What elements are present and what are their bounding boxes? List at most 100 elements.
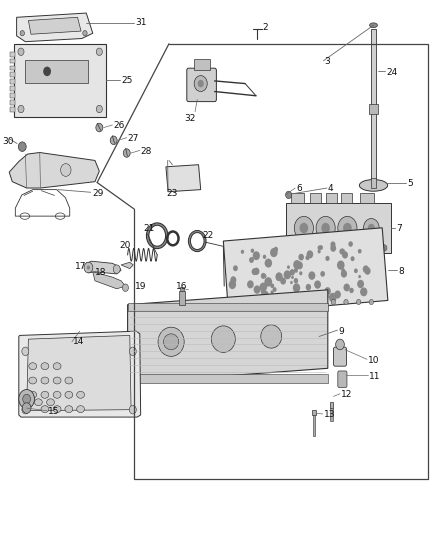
Polygon shape: [86, 261, 121, 274]
Text: 30: 30: [2, 138, 13, 147]
Circle shape: [18, 142, 26, 151]
Bar: [180, 287, 184, 292]
Bar: [10, 66, 15, 70]
Circle shape: [357, 280, 364, 288]
Polygon shape: [9, 152, 99, 188]
Polygon shape: [28, 17, 81, 34]
Ellipse shape: [41, 377, 49, 384]
Circle shape: [319, 245, 323, 250]
Text: 23: 23: [167, 189, 178, 198]
Circle shape: [330, 241, 336, 247]
Circle shape: [364, 267, 371, 275]
Circle shape: [290, 269, 295, 276]
Circle shape: [253, 251, 260, 260]
Ellipse shape: [163, 334, 179, 350]
Bar: [180, 292, 185, 305]
Bar: [10, 79, 15, 84]
Circle shape: [294, 216, 314, 240]
Circle shape: [308, 271, 315, 280]
Circle shape: [330, 245, 336, 252]
Circle shape: [230, 276, 237, 284]
Circle shape: [271, 290, 274, 294]
Circle shape: [293, 284, 300, 293]
Circle shape: [19, 390, 35, 409]
Circle shape: [306, 300, 310, 305]
Circle shape: [343, 223, 352, 233]
Circle shape: [358, 249, 362, 254]
Circle shape: [369, 300, 374, 305]
Circle shape: [290, 281, 293, 284]
Circle shape: [280, 300, 285, 305]
Text: 11: 11: [369, 372, 380, 381]
Bar: [10, 100, 15, 105]
Circle shape: [18, 48, 24, 55]
Polygon shape: [19, 331, 141, 417]
Bar: [313, 415, 315, 436]
Bar: [371, 29, 376, 188]
Circle shape: [329, 293, 337, 302]
Circle shape: [87, 265, 90, 270]
Text: 7: 7: [396, 223, 402, 232]
Circle shape: [18, 106, 24, 113]
Circle shape: [337, 261, 345, 270]
Circle shape: [318, 245, 321, 250]
Ellipse shape: [41, 391, 49, 398]
Circle shape: [247, 280, 254, 288]
Circle shape: [331, 300, 336, 305]
Circle shape: [334, 290, 341, 298]
Circle shape: [129, 406, 136, 414]
Ellipse shape: [65, 406, 73, 413]
Text: 26: 26: [113, 122, 125, 131]
Circle shape: [251, 248, 254, 253]
Bar: [127, 374, 328, 383]
Bar: [25, 60, 88, 83]
Bar: [311, 193, 321, 203]
Text: 4: 4: [328, 183, 333, 192]
Bar: [14, 44, 106, 117]
Circle shape: [43, 67, 51, 76]
Circle shape: [336, 339, 344, 350]
Circle shape: [265, 296, 269, 302]
Circle shape: [122, 284, 128, 292]
Circle shape: [265, 259, 272, 268]
Circle shape: [298, 254, 304, 261]
Circle shape: [255, 300, 260, 305]
Text: 29: 29: [92, 189, 103, 198]
Circle shape: [270, 248, 278, 257]
Circle shape: [287, 265, 290, 269]
Circle shape: [84, 262, 93, 273]
Text: 10: 10: [368, 356, 379, 365]
Circle shape: [284, 270, 291, 279]
Circle shape: [344, 300, 348, 305]
Text: 24: 24: [386, 68, 397, 77]
Circle shape: [254, 268, 259, 275]
Circle shape: [249, 257, 254, 263]
Polygon shape: [223, 228, 388, 314]
Circle shape: [251, 268, 257, 275]
Bar: [325, 193, 336, 203]
Circle shape: [305, 255, 310, 260]
Circle shape: [265, 277, 272, 287]
Ellipse shape: [261, 325, 282, 348]
Circle shape: [364, 219, 379, 238]
Circle shape: [241, 250, 244, 254]
Text: 2: 2: [262, 23, 268, 33]
Ellipse shape: [77, 391, 85, 398]
Circle shape: [293, 300, 297, 305]
Text: 25: 25: [121, 76, 132, 85]
Ellipse shape: [29, 363, 37, 369]
Circle shape: [263, 255, 266, 259]
Ellipse shape: [77, 406, 85, 413]
Circle shape: [229, 280, 236, 289]
Text: 27: 27: [127, 134, 139, 143]
Circle shape: [293, 278, 298, 284]
Circle shape: [302, 292, 308, 299]
Polygon shape: [121, 262, 133, 269]
Ellipse shape: [370, 23, 378, 28]
Circle shape: [320, 271, 325, 277]
Circle shape: [382, 245, 387, 251]
Circle shape: [22, 403, 31, 414]
Circle shape: [338, 216, 357, 240]
Circle shape: [350, 256, 355, 261]
Circle shape: [342, 251, 348, 259]
